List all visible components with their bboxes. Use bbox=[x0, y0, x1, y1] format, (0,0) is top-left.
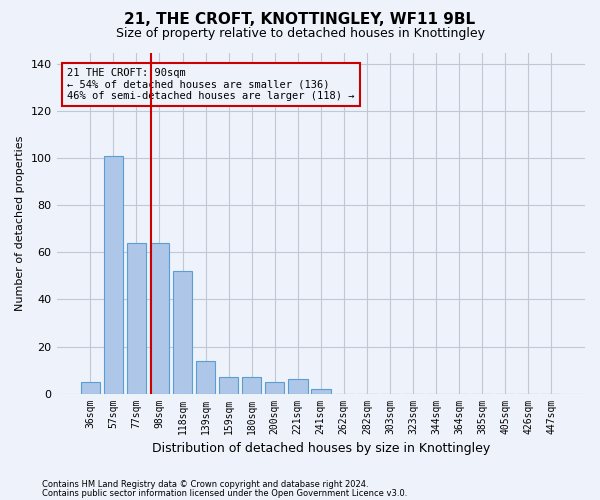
Bar bbox=[127, 243, 146, 394]
Bar bbox=[311, 389, 331, 394]
Bar bbox=[173, 271, 193, 394]
Bar bbox=[196, 360, 215, 394]
Bar bbox=[219, 377, 238, 394]
Text: Contains public sector information licensed under the Open Government Licence v3: Contains public sector information licen… bbox=[42, 488, 407, 498]
Text: 21, THE CROFT, KNOTTINGLEY, WF11 9BL: 21, THE CROFT, KNOTTINGLEY, WF11 9BL bbox=[124, 12, 476, 28]
Text: Contains HM Land Registry data © Crown copyright and database right 2024.: Contains HM Land Registry data © Crown c… bbox=[42, 480, 368, 489]
Y-axis label: Number of detached properties: Number of detached properties bbox=[15, 136, 25, 310]
Bar bbox=[265, 382, 284, 394]
Text: 21 THE CROFT: 90sqm
← 54% of detached houses are smaller (136)
46% of semi-detac: 21 THE CROFT: 90sqm ← 54% of detached ho… bbox=[67, 68, 355, 101]
X-axis label: Distribution of detached houses by size in Knottingley: Distribution of detached houses by size … bbox=[152, 442, 490, 455]
Bar bbox=[149, 243, 169, 394]
Bar bbox=[242, 377, 262, 394]
Bar bbox=[104, 156, 123, 394]
Text: Size of property relative to detached houses in Knottingley: Size of property relative to detached ho… bbox=[115, 28, 485, 40]
Bar bbox=[80, 382, 100, 394]
Bar bbox=[288, 380, 308, 394]
